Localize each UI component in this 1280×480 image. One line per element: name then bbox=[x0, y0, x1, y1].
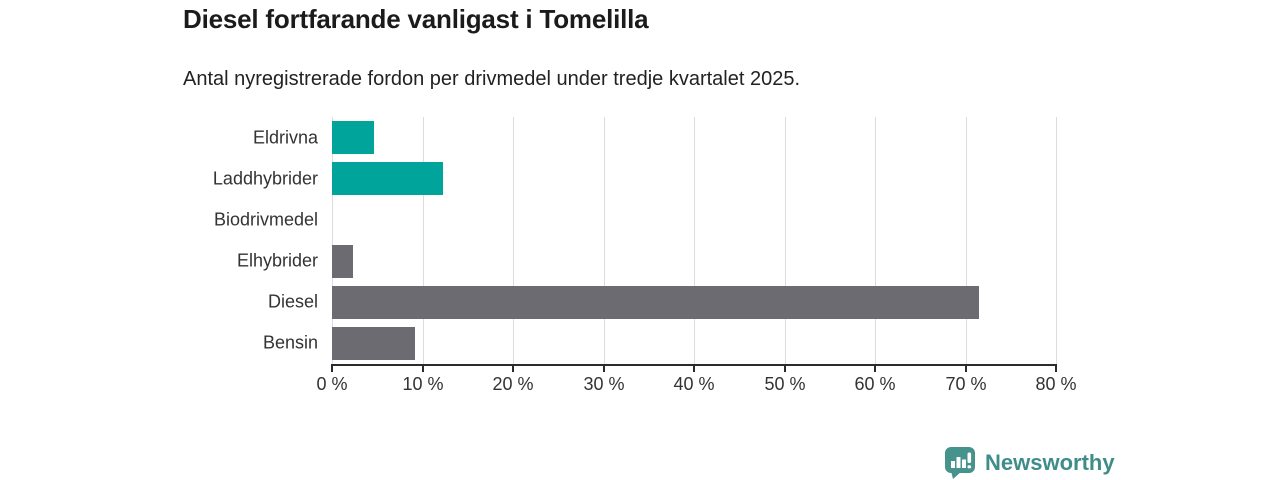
x-axis-tick bbox=[422, 366, 424, 372]
category-label: Diesel bbox=[267, 291, 318, 312]
category-label: Elhybrider bbox=[236, 250, 318, 271]
newsworthy-logo: Newsworthy bbox=[944, 446, 1115, 479]
x-tick-label: 20 % bbox=[492, 374, 534, 394]
x-axis-tick bbox=[784, 366, 786, 372]
gridline bbox=[966, 117, 967, 364]
x-tick-label: 40 % bbox=[673, 374, 715, 394]
x-axis-tick bbox=[603, 366, 605, 372]
x-axis-tick bbox=[1055, 366, 1057, 372]
gridline bbox=[332, 117, 333, 364]
bar-elhybrider bbox=[332, 245, 353, 278]
x-axis-tick bbox=[693, 366, 695, 372]
gridline bbox=[513, 117, 514, 364]
newsworthy-wordmark: Newsworthy bbox=[985, 449, 1115, 475]
gridline bbox=[785, 117, 786, 364]
x-axis-line bbox=[331, 364, 1057, 366]
x-axis-tick bbox=[512, 366, 514, 372]
category-label: Biodrivmedel bbox=[213, 209, 318, 230]
gridline bbox=[1056, 117, 1057, 364]
x-tick-label: 10 % bbox=[402, 374, 444, 394]
chart-title: Diesel fortfarande vanligast i Tomelilla bbox=[183, 4, 649, 34]
gridline bbox=[875, 117, 876, 364]
gridline bbox=[423, 117, 424, 364]
x-axis-tick bbox=[965, 366, 967, 372]
bar-diesel bbox=[332, 286, 979, 319]
x-tick-label: 80 % bbox=[1035, 374, 1077, 394]
gridline bbox=[604, 117, 605, 364]
category-label: Laddhybrider bbox=[212, 168, 318, 189]
category-label: Eldrivna bbox=[252, 127, 318, 148]
x-axis-tick bbox=[331, 366, 333, 372]
plot-area bbox=[332, 117, 1057, 364]
bar-laddhybrider bbox=[332, 162, 443, 195]
x-tick-label: 50 % bbox=[764, 374, 806, 394]
bar-eldrivna bbox=[332, 121, 374, 154]
x-tick-label: 60 % bbox=[854, 374, 896, 394]
x-tick-label: 30 % bbox=[583, 374, 625, 394]
category-label: Bensin bbox=[262, 332, 318, 353]
x-axis-tick bbox=[874, 366, 876, 372]
x-tick-label: 0 % bbox=[316, 374, 348, 394]
chart-subtitle: Antal nyregistrerade fordon per drivmede… bbox=[183, 68, 801, 90]
x-tick-label: 70 % bbox=[945, 374, 987, 394]
bar-bensin bbox=[332, 327, 415, 360]
newsworthy-icon bbox=[945, 447, 975, 479]
gridline bbox=[694, 117, 695, 364]
